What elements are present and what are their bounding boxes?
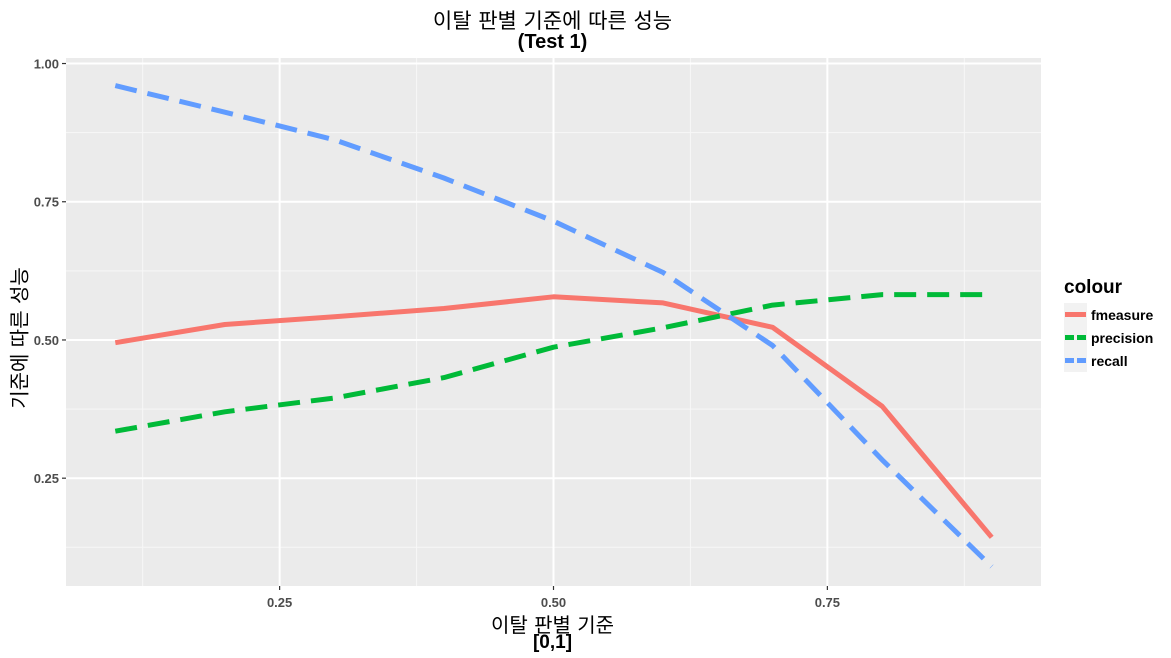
x-tick-label: 0.75 [815, 595, 840, 610]
legend-title: colour [1064, 277, 1123, 298]
legend-key-recall [1064, 349, 1087, 372]
series-line-fmeasure [114, 294, 994, 539]
series-line-recall [114, 83, 994, 569]
legend-label-recall: recall [1091, 352, 1128, 369]
series-lines [114, 83, 994, 569]
legend-key-fmeasure [1064, 303, 1087, 326]
chart-title: 이탈 판별 기준에 따른 성능 [432, 9, 673, 33]
x-axis-label: 이탈 판별 기준 [490, 613, 615, 637]
y-axis-label: 기준에 따른 성능 [7, 267, 32, 409]
legend-key-precision [1064, 326, 1087, 349]
legend-swatch-recall [1065, 358, 1086, 363]
legend-item-recall: recall [1064, 349, 1153, 372]
y-tick-label: 0.50 [34, 333, 59, 348]
y-tick-label: 0.75 [34, 195, 59, 210]
x-tick-label: 0.50 [541, 595, 566, 610]
legend-item-fmeasure: fmeasure [1064, 303, 1153, 326]
x-tick-label: 0.25 [267, 595, 292, 610]
chart-subtitle: (Test 1) [517, 31, 588, 53]
legend-swatch-fmeasure [1065, 312, 1086, 317]
legend-label-fmeasure: fmeasure [1091, 306, 1154, 323]
axes: 0.25 0.50 0.75 0.25 0.50 0.75 1.00 [34, 57, 840, 610]
y-tick-label: 1.00 [34, 57, 59, 72]
legend-item-precision: precision [1064, 326, 1153, 349]
legend-swatch-precision [1065, 335, 1086, 340]
y-tick-label: 0.25 [34, 471, 59, 486]
series-line-precision [114, 292, 992, 434]
major-gridlines [66, 58, 1041, 586]
x-axis-sublabel: [0,1] [532, 632, 573, 653]
legend-label-precision: precision [1091, 329, 1154, 346]
legend: colour fmeasure precision recall [1064, 277, 1153, 372]
